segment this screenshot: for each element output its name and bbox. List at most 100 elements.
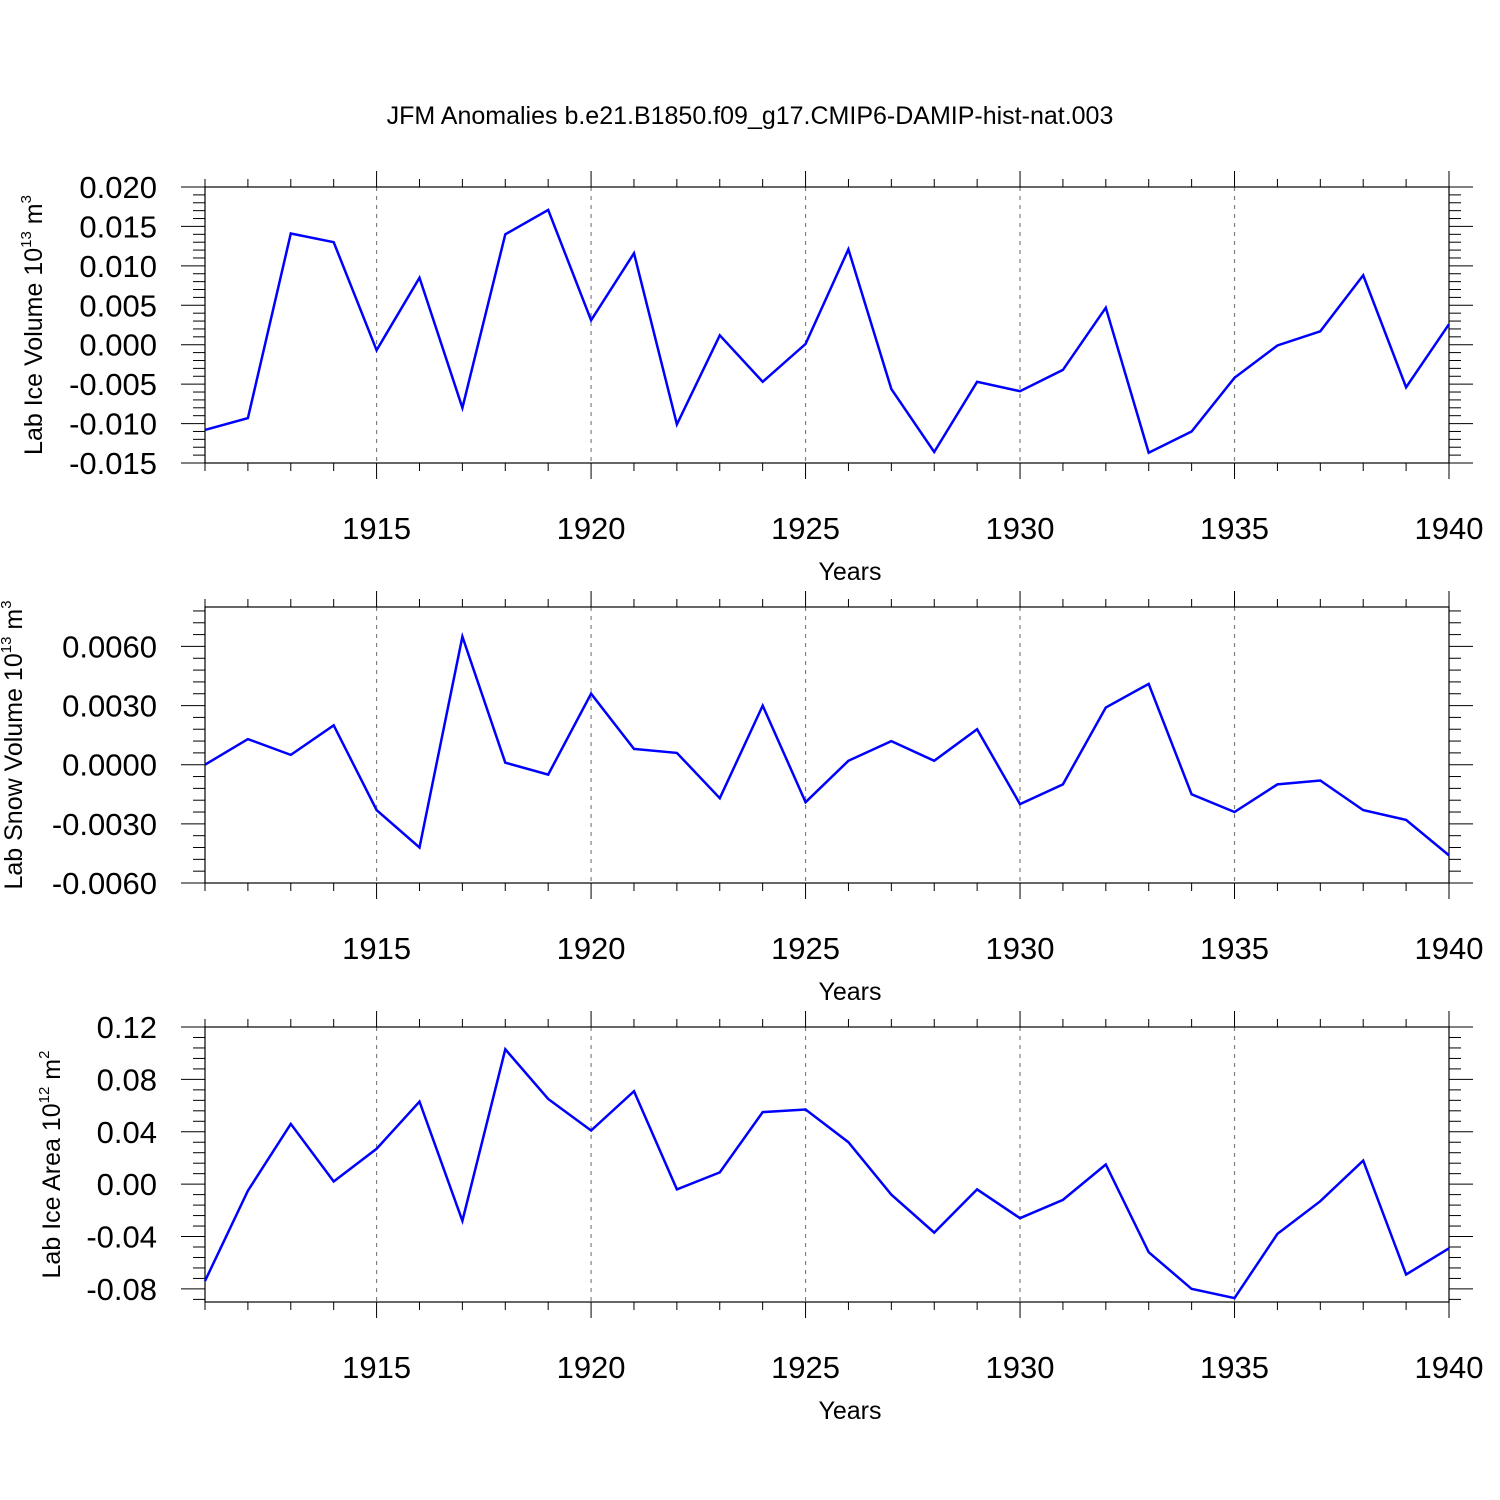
x-tick-label: 1920 (557, 931, 626, 966)
data-point (1449, 1248, 1450, 1249)
data-point (1234, 812, 1235, 813)
data-point (676, 752, 677, 753)
data-point (1062, 369, 1063, 370)
panel-3: 0.12 0.08 0.04 0.00 -0.04 -0.08 1915 1920 1925 19… (36, 1010, 1483, 1425)
data-point (1277, 345, 1278, 346)
x-axis-title: Years (818, 558, 881, 586)
data-point (247, 1190, 248, 1191)
data-point (290, 1123, 291, 1124)
data-point (505, 1049, 506, 1050)
data-point (1105, 707, 1106, 708)
data-point (1277, 784, 1278, 785)
data-point (676, 1189, 677, 1190)
x-tick-label: 1915 (342, 931, 411, 966)
data-point (591, 320, 592, 321)
data-point (1320, 780, 1321, 781)
y-tick-label: 0.005 (79, 288, 157, 323)
x-axis-title: Years (818, 978, 881, 1006)
data-point (1105, 1164, 1106, 1165)
data-point (1406, 819, 1407, 820)
y-tick-label: 0.015 (79, 209, 157, 244)
plot-frame (204, 1026, 1450, 1303)
data-point (290, 754, 291, 755)
data-point (376, 810, 377, 811)
series-line (204, 208, 1451, 455)
data-point (548, 774, 549, 775)
y-tick-label: 0.010 (79, 249, 157, 284)
data-point (462, 407, 463, 408)
data-point (247, 739, 248, 740)
data-point (591, 1130, 592, 1131)
y-axis-title: Lab Ice Volume 1013 m3 (18, 195, 48, 455)
x-tick-label: 1935 (1200, 931, 1269, 966)
y-tick-label: -0.010 (69, 407, 157, 442)
data-point (247, 418, 248, 419)
data-point (462, 636, 463, 637)
data-point (848, 1142, 849, 1143)
data-point (333, 242, 334, 243)
x-tick-label: 1935 (1200, 1350, 1269, 1385)
data-point (333, 725, 334, 726)
data-point (205, 764, 206, 765)
x-tick-label: 1930 (986, 931, 1055, 966)
data-point (1363, 275, 1364, 276)
y-tick-label: -0.0030 (52, 807, 157, 842)
data-point (205, 1281, 206, 1282)
data-point (1062, 784, 1063, 785)
data-point (633, 1091, 634, 1092)
data-point (633, 253, 634, 254)
data-point (1191, 794, 1192, 795)
data-point (805, 802, 806, 803)
data-point (419, 277, 420, 278)
x-tick-label: 1940 (1415, 931, 1484, 966)
panel-1: 0.020 0.015 0.010 0.005 0.000 -0.005 -0.010 -0.… (18, 170, 1483, 586)
x-tick-label: 1925 (771, 1350, 840, 1385)
data-point (934, 1232, 935, 1233)
data-point (1105, 307, 1106, 308)
data-point (376, 1148, 377, 1149)
x-tick-label: 1935 (1200, 511, 1269, 546)
data-point (1020, 1218, 1021, 1219)
y-tick-label: 0.020 (79, 170, 157, 205)
data-point (676, 424, 677, 425)
x-tick-label: 1940 (1415, 1350, 1484, 1385)
y-axis-title: Lab Ice Area 1012 m2 (36, 1051, 66, 1279)
figure-title: JFM Anomalies b.e21.B1850.f09_g17.CMIP6-… (387, 102, 1114, 130)
y-tick-label: 0.0000 (62, 748, 157, 783)
data-point (977, 381, 978, 382)
data-point (848, 760, 849, 761)
data-point (1277, 1233, 1278, 1234)
data-point (977, 1189, 978, 1190)
y-tick-label: 0.0030 (62, 689, 157, 724)
data-point (1191, 431, 1192, 432)
x-tick-label: 1915 (342, 1350, 411, 1385)
data-point (977, 729, 978, 730)
y-tick-label: -0.0060 (52, 866, 157, 901)
data-point (719, 335, 720, 336)
data-point (591, 693, 592, 694)
data-point (1020, 804, 1021, 805)
y-tick-label: 0.04 (97, 1115, 157, 1150)
data-point (419, 1101, 420, 1102)
data-point (1406, 1274, 1407, 1275)
data-point (333, 1181, 334, 1182)
data-point (1191, 1288, 1192, 1289)
y-tick-label: 0.0060 (62, 629, 157, 664)
data-point (505, 234, 506, 235)
data-point (290, 233, 291, 234)
data-point (891, 741, 892, 742)
data-point (1363, 810, 1364, 811)
x-tick-label: 1915 (342, 511, 411, 546)
y-tick-label: 0.12 (97, 1010, 157, 1045)
x-tick-label: 1925 (771, 511, 840, 546)
data-point (805, 343, 806, 344)
x-tick-label: 1920 (557, 511, 626, 546)
data-point (548, 1099, 549, 1100)
data-point (1148, 452, 1149, 453)
y-tick-label: -0.015 (69, 446, 157, 481)
x-tick-label: 1925 (771, 931, 840, 966)
data-point (1020, 391, 1021, 392)
data-point (505, 762, 506, 763)
data-point (1062, 1199, 1063, 1200)
